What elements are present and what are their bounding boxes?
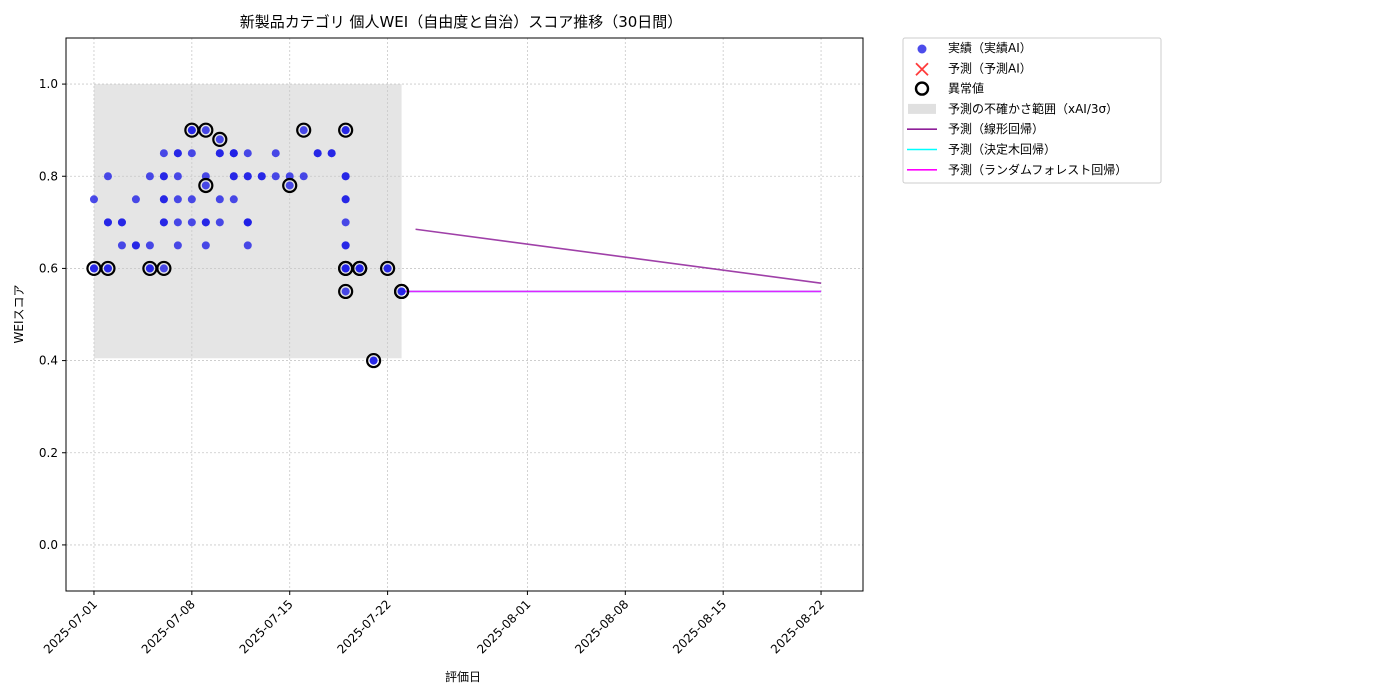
data-point — [299, 126, 308, 135]
data-point — [215, 218, 224, 227]
data-point — [159, 172, 168, 181]
data-point — [341, 195, 350, 204]
data-point — [257, 172, 266, 181]
data-point — [117, 218, 126, 227]
data-point — [173, 149, 182, 158]
plot-frame — [65, 37, 864, 592]
data-point — [187, 126, 196, 135]
data-point — [271, 149, 280, 158]
data-point — [215, 135, 224, 144]
legend-box — [902, 37, 1162, 184]
data-point — [173, 172, 182, 181]
anomaly-marker — [198, 177, 214, 194]
data-point — [131, 195, 140, 204]
data-point — [313, 149, 322, 158]
data-point — [327, 149, 336, 158]
data-point — [285, 181, 294, 190]
data-point — [159, 218, 168, 227]
data-point — [187, 218, 196, 227]
y-tick-label: 0.4 — [39, 354, 58, 368]
anomaly-marker — [352, 260, 368, 277]
data-point — [187, 195, 196, 204]
data-point — [341, 287, 350, 296]
anomaly-marker — [156, 260, 172, 277]
data-point — [229, 149, 238, 158]
data-point — [271, 172, 280, 181]
anomaly-marker — [338, 122, 354, 138]
legend-marker-band — [908, 103, 936, 114]
anomaly-marker — [282, 177, 298, 194]
data-point — [89, 264, 98, 273]
data-point — [173, 218, 182, 227]
data-point — [103, 264, 112, 273]
data-point — [89, 195, 98, 204]
prediction-line-1 — [415, 228, 822, 284]
x-axis-title: 評価日 — [445, 669, 481, 684]
data-point — [215, 149, 224, 158]
legend-label: 予測（予測AI） — [948, 61, 1032, 75]
y-tick-label: 1.0 — [39, 77, 58, 91]
data-point — [159, 264, 168, 273]
data-point — [369, 356, 378, 365]
data-point — [243, 241, 252, 250]
data-point — [159, 195, 168, 204]
anomaly-marker — [366, 352, 382, 369]
data-point — [341, 218, 350, 227]
legend-label: 予測（ランダムフォレスト回帰） — [948, 162, 1127, 177]
data-point — [243, 149, 252, 158]
data-point — [103, 218, 112, 227]
anomaly-marker — [100, 260, 116, 277]
data-point — [145, 241, 154, 250]
data-point — [243, 218, 252, 227]
y-axis-title: WEIスコア — [12, 285, 26, 344]
data-point — [341, 126, 350, 135]
data-point — [145, 172, 154, 181]
chart-title: 新製品カテゴリ 個人WEI（自由度と自治）スコア推移（30日間） — [240, 13, 683, 31]
legend-marker-prediction — [915, 62, 929, 76]
legend-marker-actual — [917, 44, 927, 54]
data-point — [215, 195, 224, 204]
data-point — [173, 195, 182, 204]
data-point — [159, 149, 168, 158]
y-tick-label: 0.8 — [39, 169, 58, 183]
data-point — [341, 264, 350, 273]
data-point — [341, 241, 350, 250]
anomaly-marker — [212, 131, 228, 147]
data-point — [173, 241, 182, 250]
data-point — [383, 264, 392, 273]
y-tick-label: 0.6 — [39, 261, 58, 275]
anomaly-marker — [338, 283, 354, 300]
data-point — [299, 172, 308, 181]
data-point — [201, 181, 210, 190]
data-point — [187, 149, 196, 158]
y-tick-label: 0.0 — [39, 538, 58, 552]
data-point — [243, 172, 252, 181]
data-point — [201, 218, 210, 227]
data-point — [131, 241, 140, 250]
data-point — [117, 241, 126, 250]
anomaly-marker — [393, 283, 410, 300]
data-point — [229, 172, 238, 181]
anomaly-marker — [379, 260, 396, 277]
data-point — [397, 287, 406, 296]
data-point — [145, 264, 154, 273]
data-point — [201, 126, 210, 135]
legend-marker-anomaly — [914, 81, 930, 96]
legend-label: 実績（実績AI） — [948, 40, 1032, 55]
data-point — [201, 241, 210, 250]
data-point — [103, 172, 112, 181]
anomaly-marker — [198, 122, 214, 138]
legend-label: 予測（線形回帰） — [948, 121, 1044, 136]
y-tick-label: 0.2 — [39, 446, 58, 460]
anomaly-marker — [296, 122, 312, 138]
legend-label: 予測（決定木回帰） — [948, 142, 1056, 157]
legend-label: 予測の不確かさ範囲（xAI/3σ） — [948, 101, 1118, 116]
legend-label: 異常値 — [948, 81, 984, 96]
data-point — [229, 195, 238, 204]
data-point — [355, 264, 364, 273]
data-point — [341, 172, 350, 181]
